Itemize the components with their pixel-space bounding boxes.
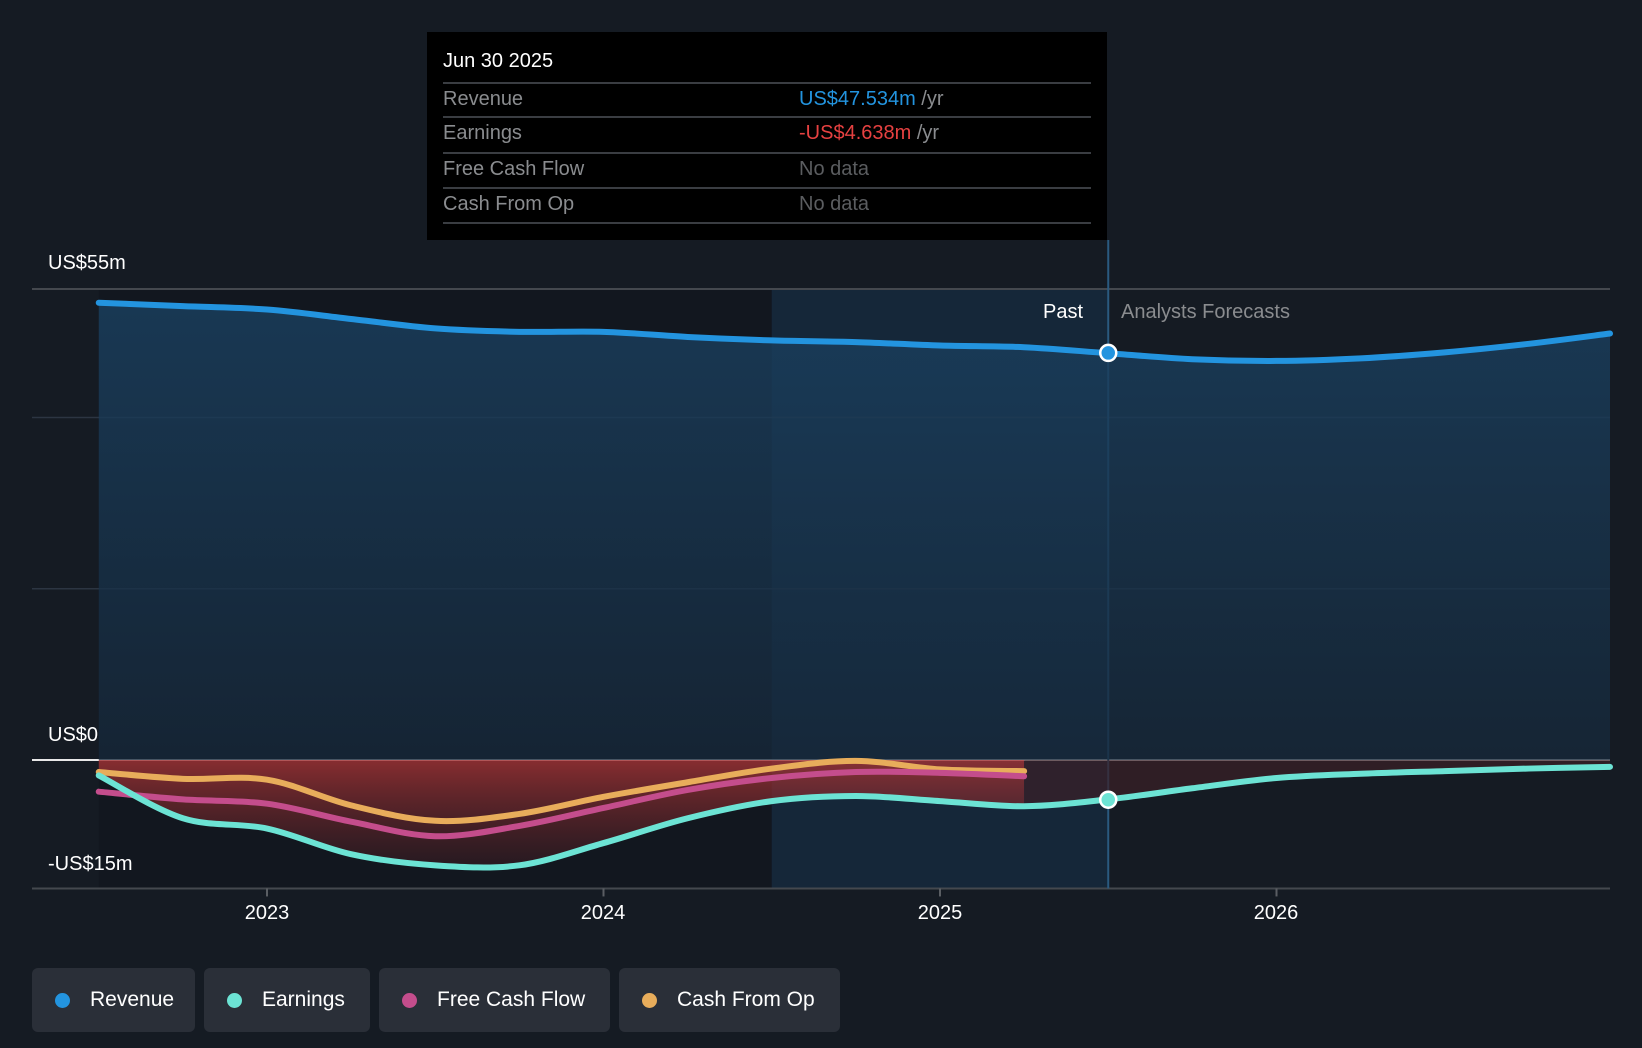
free-cash-flow-dot-icon	[402, 992, 417, 1008]
tooltip-row-cash-from-op: Cash From Op No data	[443, 187, 1091, 223]
tooltip-value-free-cash-flow: No data	[799, 158, 870, 180]
marker-revenue	[1099, 343, 1118, 363]
series-line-free-cash-flow	[95, 768, 1028, 840]
y-tick-label-bottom: -US$15m	[48, 853, 133, 875]
legend-label: Cash From Op	[677, 988, 815, 1011]
legend-label: Earnings	[262, 988, 345, 1011]
tooltip-value-cash-from-op: No data	[799, 193, 870, 215]
tooltip-row-revenue: Revenue US$47.534m /yr	[443, 82, 1091, 118]
marker-earnings	[1099, 790, 1118, 809]
series-line-cash-from-op	[95, 757, 1028, 825]
revenue-dot-icon	[55, 992, 70, 1008]
legend-label: Free Cash Flow	[437, 988, 586, 1011]
tooltip-row-free-cash-flow: Free Cash Flow No data	[443, 152, 1091, 188]
tooltip-label: Cash From Op	[443, 193, 575, 215]
y-tick-label-top: US$55m	[48, 252, 126, 274]
legend-item-earnings[interactable]: Earnings	[204, 968, 370, 1032]
tooltip: Jun 30 2025 Revenue US$47.534m /yr Earni…	[427, 32, 1107, 240]
series-line-earnings	[95, 763, 1613, 871]
tooltip-label: Earnings	[443, 122, 522, 144]
x-tick-label-2023: 2023	[244, 902, 290, 924]
tooltip-row-earnings: Earnings -US$4.638m /yr	[443, 116, 1091, 152]
x-tick-label-2025: 2025	[917, 902, 963, 924]
tooltip-date: Jun 30 2025	[443, 50, 554, 72]
tooltip-value: US$47.534m /yr	[799, 88, 944, 111]
tooltip-value: No data	[799, 193, 869, 216]
tooltip-label: Revenue	[443, 88, 524, 110]
x-tick-label-2024: 2024	[580, 902, 626, 924]
tooltip-label: Free Cash Flow	[443, 158, 585, 180]
x-tick-label-2026: 2026	[1253, 902, 1299, 924]
cash-from-op-dot-icon	[642, 992, 657, 1008]
analysts-forecasts-label: Analysts Forecasts	[1121, 301, 1290, 323]
legend-item-revenue[interactable]: Revenue	[32, 968, 195, 1032]
tooltip-value: -US$4.638m /yr	[799, 122, 939, 145]
series-line-revenue	[95, 299, 1613, 364]
past-label: Past	[1043, 301, 1084, 323]
tooltip-divider	[443, 222, 1091, 224]
legend-item-cash-from-op[interactable]: Cash From Op	[619, 968, 840, 1032]
legend-item-free-cash-flow[interactable]: Free Cash Flow	[379, 968, 610, 1032]
earnings-dot-icon	[227, 992, 242, 1008]
y-tick-label-zero: US$0	[48, 724, 99, 746]
negative-area-past	[98, 760, 1025, 868]
revenue-area	[98, 302, 1610, 760]
tooltip-unit: /yr	[911, 122, 940, 144]
legend-label: Revenue	[90, 988, 175, 1011]
tooltip-value-earnings: -US$4.638m	[799, 122, 912, 144]
tooltip-unit: /yr	[915, 88, 944, 110]
tooltip-value-revenue: US$47.534m	[799, 88, 916, 110]
tooltip-value: No data	[799, 158, 869, 181]
negative-area-forecast	[1024, 760, 1610, 807]
